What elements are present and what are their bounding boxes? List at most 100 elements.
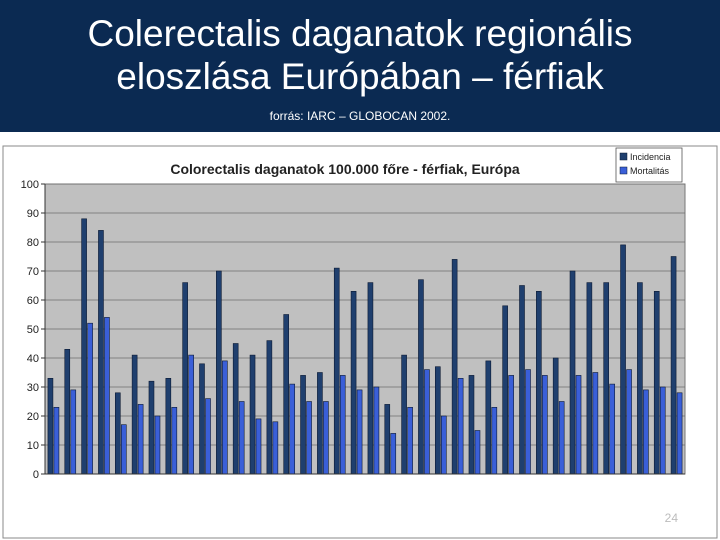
legend-swatch [619,152,628,161]
incidence-bar [418,279,424,475]
incidence-bar [283,314,290,475]
incidence-bar [401,354,407,475]
incidence-bar [182,282,188,475]
incidence-bar [670,256,677,475]
mortality-bar [188,354,194,475]
bar-chart: 0 10 20 30 40 50 60 70 80 90 100 Colorectalis dagan… [2,145,718,539]
incidence-bar [249,354,256,475]
incidence-bar [485,360,492,475]
incidence-bar [519,285,525,475]
mortality-bar [306,401,312,475]
mortality-bar [508,375,514,475]
incidence-bar [569,270,576,475]
mortality-bar [272,421,279,475]
mortality-bar [659,386,666,475]
mortality-bar [222,360,228,475]
incidence-bar [586,282,593,475]
incidence-bar [131,354,138,475]
y-tick-label: 40 [27,353,39,365]
chart-frame: 0 10 20 30 40 50 60 70 80 90 100 Colorectalis dagan… [0,132,720,540]
mortality-bar [255,418,262,475]
incidence-bar [603,282,610,475]
incidence-bar [637,282,643,475]
incidence-bar [384,404,391,475]
mortality-bar [440,415,447,475]
title-banner: Colerectalis daganatok regionális eloszl… [0,0,720,132]
incidence-bar [232,343,239,475]
y-tick-label: 20 [27,411,39,423]
incidence-bar [216,270,222,475]
legend-label: Incidencia [630,152,671,162]
mortality-bar [323,401,329,475]
mortality-bar [457,378,464,475]
slide-title: Colerectalis daganatok regionális eloszl… [0,12,720,98]
y-tick-label: 60 [27,295,39,307]
mortality-bar [609,383,616,475]
mortality-bar [407,406,413,475]
mortality-bar [643,389,649,475]
incidence-bar [653,291,660,475]
mortality-bar [238,401,245,475]
mortality-bar [491,406,498,475]
incidence-bar [64,349,71,475]
y-tick-label: 30 [27,382,39,394]
mortality-bar [289,383,296,475]
incidence-bar [199,363,205,475]
incidence-bar [165,378,172,475]
legend-label: Mortalitás [630,166,670,176]
y-tick-label: 50 [27,324,39,336]
incidence-bar [451,259,458,475]
incidence-bar [266,340,273,475]
mortality-bar [525,369,531,475]
y-tick-label: 70 [27,266,39,278]
incidence-bar [300,375,306,475]
incidence-bar [434,366,441,475]
y-tick-label: 10 [27,440,39,452]
legend-swatch [619,166,628,175]
mortality-bar [626,369,632,475]
mortality-bar [154,415,161,475]
mortality-bar [356,389,363,475]
mortality-bar [558,401,565,475]
mortality-bar [390,433,397,475]
mortality-bar [70,389,77,475]
incidence-bar [333,267,340,475]
mortality-bar [575,375,582,475]
incidence-bar [317,372,323,475]
y-tick-label: 100 [21,179,39,191]
chart-title: Colorectalis daganatok 100.000 főre - fé… [170,161,520,177]
mortality-bar [542,375,548,475]
mortality-bar [53,406,60,475]
source-caption: forrás: IARC – GLOBOCAN 2002. [269,109,451,123]
y-tick-label: 0 [33,469,39,481]
incidence-bar [81,218,87,475]
incidence-bar [502,305,508,475]
incidence-bar [350,291,357,475]
y-tick-label: 80 [27,237,39,249]
slide-title-line-2: eloszlása Európában – férfiak [116,56,604,97]
slide-title-line-1: Colerectalis daganatok regionális [87,13,633,54]
incidence-bar [98,230,104,475]
mortality-bar [339,375,346,475]
mortality-bar [373,386,380,475]
mortality-bar [120,424,127,475]
incidence-bar [536,291,542,475]
incidence-bar [367,282,374,475]
slide-number: 24 [664,511,678,525]
mortality-bar [171,406,178,475]
mortality-bar [474,430,481,475]
mortality-bar [424,369,430,475]
mortality-bar [592,372,599,475]
incidence-bar [552,357,559,475]
mortality-bar [205,398,211,475]
incidence-bar [620,244,626,475]
incidence-bar [468,375,475,475]
incidence-bar [47,378,54,475]
y-tick-label: 90 [27,208,39,220]
mortality-bar [137,404,144,475]
incidence-bar [114,392,121,475]
mortality-bar [676,392,683,475]
incidence-bar [148,380,155,475]
mortality-bar [87,322,93,475]
mortality-bar [104,317,110,475]
